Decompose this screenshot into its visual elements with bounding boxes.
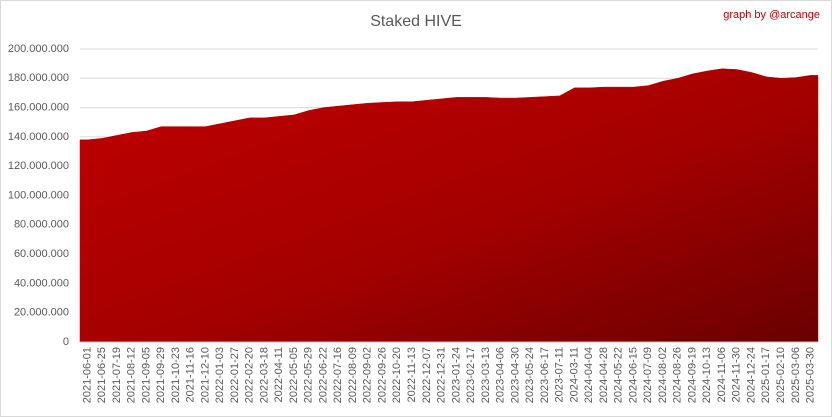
x-tick-label: 2025-01-17 (760, 347, 772, 403)
x-tick-label: 2021-09-05 (140, 347, 152, 403)
x-tick-label: 2022-06-22 (317, 347, 329, 403)
y-tick-label: 0 (63, 336, 69, 348)
x-tick-label: 2022-01-03 (214, 347, 226, 403)
x-tick-label: 2021-06-01 (81, 347, 93, 403)
x-tick-label: 2024-11-30 (731, 347, 743, 402)
y-tick-label: 120.000.000 (8, 160, 69, 172)
x-tick-label: 2022-04-11 (273, 347, 285, 402)
x-tick-label: 2023-02-17 (465, 347, 477, 403)
x-tick-label: 2024-04-04 (583, 347, 595, 403)
x-tick-label: 2021-10-23 (170, 347, 182, 403)
y-tick-label: 140.000.000 (8, 131, 69, 143)
x-tick-label: 2021-06-25 (96, 347, 108, 403)
x-tick-label: 2022-12-31 (436, 347, 448, 403)
credit-annotation: graph by @arcange (723, 9, 820, 21)
x-tick-label: 2024-07-09 (642, 347, 654, 403)
plot-area (79, 68, 819, 343)
y-tick-label: 60.000.000 (14, 248, 69, 260)
x-tick-label: 2025-03-06 (790, 347, 802, 403)
x-tick-label: 2023-04-06 (495, 347, 507, 403)
x-tick-label: 2024-03-11 (568, 347, 580, 402)
x-tick-label: 2022-03-18 (258, 347, 270, 403)
x-tick-label: 2022-01-27 (229, 347, 241, 403)
x-tick-label: 2022-08-09 (347, 347, 359, 403)
x-tick-label: 2021-09-29 (155, 347, 167, 403)
x-tick-label: 2022-12-07 (421, 347, 433, 403)
x-tick-label: 2024-12-24 (745, 347, 757, 403)
x-tick-label: 2024-10-13 (701, 347, 713, 403)
x-tick-label: 2025-03-30 (805, 347, 817, 403)
y-tick-label: 100.000.000 (8, 189, 69, 201)
y-tick-label: 20.000.000 (14, 307, 69, 319)
x-tick-label: 2023-03-13 (480, 347, 492, 403)
chart-title: Staked HIVE (370, 13, 462, 30)
x-tick-label: 2024-05-22 (613, 347, 625, 403)
x-tick-label: 2022-02-20 (244, 347, 256, 403)
y-tick-label: 40.000.000 (14, 277, 69, 289)
x-tick-label: 2022-09-26 (376, 347, 388, 403)
x-tick-label: 2024-09-19 (686, 347, 698, 403)
y-tick-label: 200.000.000 (8, 43, 69, 55)
area (79, 68, 819, 343)
x-tick-label: 2022-11-13 (406, 347, 418, 402)
x-tick-label: 2024-04-28 (598, 347, 610, 403)
x-tick-label: 2024-08-26 (672, 347, 684, 403)
x-tick-label: 2023-05-24 (524, 347, 536, 403)
x-tick-label: 2024-08-02 (657, 347, 669, 403)
x-tick-label: 2022-10-20 (391, 347, 403, 403)
x-tick-label: 2022-07-16 (332, 347, 344, 403)
y-tick-label: 160.000.000 (8, 102, 69, 114)
x-tick-label: 2024-06-15 (627, 347, 639, 403)
x-tick-label: 2023-07-11 (554, 347, 566, 402)
x-tick-label: 2025-02-10 (775, 347, 787, 403)
x-tick-label: 2021-12-10 (199, 347, 211, 403)
x-tick-label: 2022-09-02 (362, 347, 374, 403)
y-tick-label: 180.000.000 (8, 72, 69, 84)
x-tick-label: 2022-05-05 (288, 347, 300, 403)
x-tick-label: 2021-08-12 (126, 347, 138, 403)
x-tick-label: 2022-05-29 (303, 347, 315, 403)
x-tick-label: 2024-11-06 (716, 347, 728, 402)
axes: 0 20.000.000 40.000.000 60.000.000 80.000.00… (8, 43, 818, 403)
x-tick-label: 2023-06-17 (539, 347, 551, 403)
x-tick-label: 2023-04-30 (509, 347, 521, 403)
x-tick-label: 2023-01-24 (450, 347, 462, 403)
x-tick-label: 2021-11-16 (185, 347, 197, 402)
y-tick-label: 80.000.000 (14, 219, 69, 231)
x-tick-label: 2021-07-19 (111, 347, 123, 403)
